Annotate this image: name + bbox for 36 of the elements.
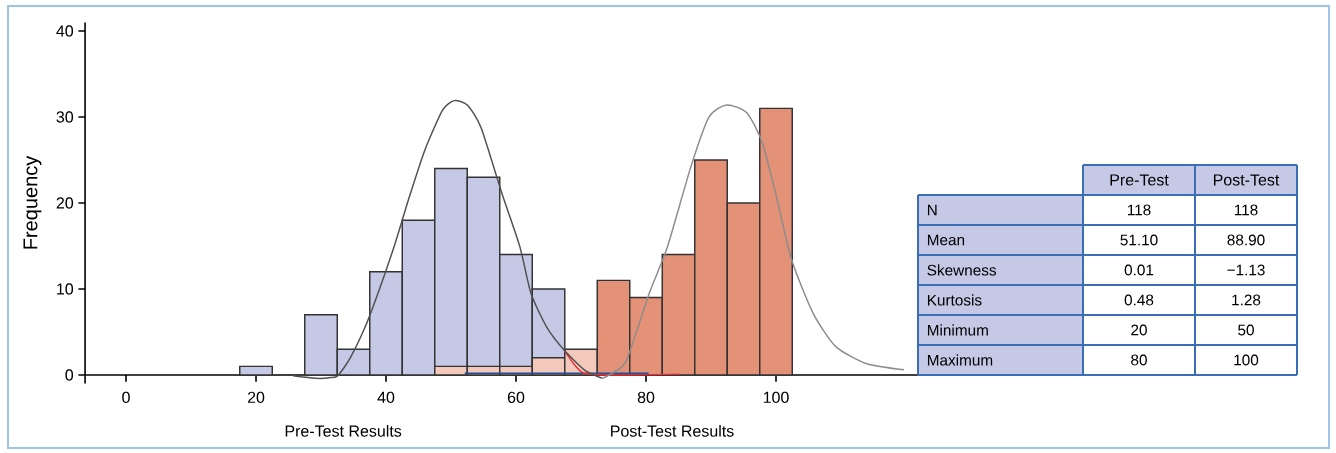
- text: −1.13: [1227, 264, 1265, 276]
- x-tick-label: 100: [763, 391, 789, 404]
- text: 118: [1127, 204, 1151, 216]
- category-label: Minimum: [927, 324, 988, 336]
- x-tick-label: 0: [122, 391, 130, 404]
- category-label: Kurtosis: [927, 294, 982, 306]
- text: 1.28: [1232, 294, 1261, 306]
- text: 20: [1131, 324, 1147, 336]
- text: Pre-Test Results: [285, 425, 402, 437]
- y-tick-label: 10: [57, 283, 74, 295]
- category-label: Pre-Test: [1110, 174, 1169, 186]
- line-series: [601, 104, 905, 380]
- text: 0.01: [1124, 264, 1154, 276]
- y-tick-label: 30: [56, 111, 74, 123]
- category-label: Mean: [927, 234, 965, 246]
- category-label: Skewness: [927, 264, 997, 276]
- x-tick-label: 20: [247, 391, 265, 404]
- y-axis-title: Frequency: [23, 155, 42, 249]
- text: 100: [1234, 354, 1259, 366]
- y-tick-label: 40: [56, 25, 74, 37]
- text: 88.90: [1227, 234, 1265, 246]
- text: 0.48: [1124, 294, 1154, 306]
- text: 80: [1131, 354, 1147, 366]
- text: 51.10: [1120, 234, 1158, 246]
- x-tick-label: 60: [507, 391, 525, 404]
- line-series: [292, 99, 604, 380]
- text: 50: [1238, 324, 1254, 336]
- category-label: N: [927, 204, 937, 216]
- category-label: Maximum: [927, 354, 993, 366]
- x-tick-label: 80: [637, 391, 655, 404]
- y-tick-label: 20: [56, 197, 74, 209]
- text: Post-Test Results: [611, 425, 734, 437]
- y-tick-label: 0: [65, 369, 74, 381]
- category-label: Post-Test: [1213, 174, 1280, 186]
- x-tick-label: 40: [377, 391, 395, 404]
- text: 118: [1234, 204, 1258, 216]
